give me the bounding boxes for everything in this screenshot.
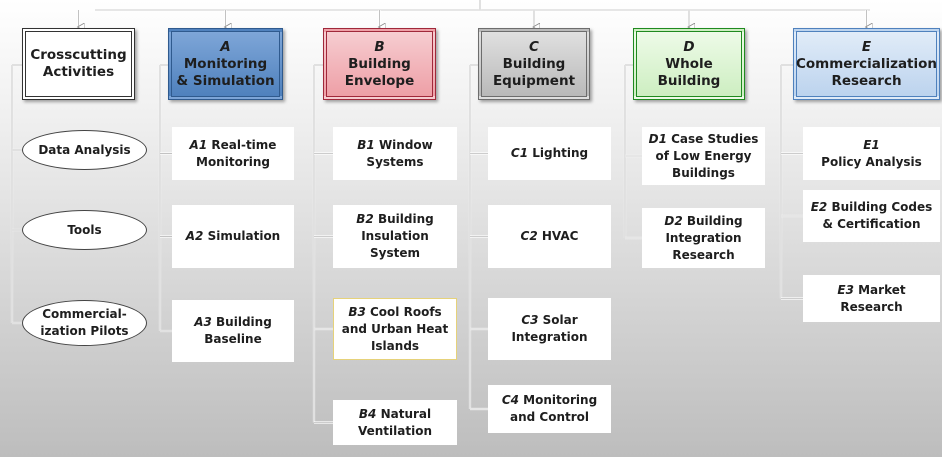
topic-box: A3 Building Baseline [172,300,294,362]
item-code: A3 [194,315,212,329]
item-text: Tools [67,222,102,237]
header-code: B [374,38,385,55]
topic-box: C3 Solar Integration [488,298,611,360]
item-text: Building Insulation System [361,212,434,260]
header-code: E [861,38,872,55]
column-header: C Building Equipment [478,28,590,100]
item-code: B1 [357,137,375,152]
item-text: Market Research [840,282,906,314]
activity-ellipse: Data Analysis [22,130,147,170]
header-title: Commercialization Research [795,55,938,89]
activity-ellipse: Commercial-ization Pilots [22,300,147,346]
item-code: A1 [189,137,208,152]
header-title: Whole Building [657,55,721,89]
item-code: B4 [358,406,377,421]
topic-box: D2 Building Integration Research [642,208,765,268]
item-code: E1 [863,137,880,152]
header-title: Building Envelope [344,55,415,89]
item-code: A2 [185,229,204,243]
item-text: Natural Ventilation [357,406,432,438]
topic-box: B4 Natural Ventilation [333,400,457,445]
header-title: Building Equipment [492,55,576,89]
item-code: C1 [510,146,529,160]
topic-box: E1 Policy Analysis [803,127,940,180]
item-text: Cool Roofs and Urban Heat Islands [341,304,449,353]
item-text: Building Codes & Certification [822,200,933,231]
item-code: E3 [837,282,854,297]
item-text: Simulation [207,229,281,243]
item-code: D2 [664,213,683,228]
item-text: Policy Analysis [821,154,922,169]
item-text: Lighting [532,146,589,160]
item-code: C3 [521,313,539,327]
topic-box: E3 Market Research [803,275,940,322]
topic-box: D1 Case Studies of Low Energy Buildings [642,127,765,185]
topic-box: B1 Window Systems [333,127,457,180]
item-code: D1 [648,131,667,146]
item-text: Commercial-ization Pilots [40,307,129,338]
topic-box: C2 HVAC [488,205,611,268]
header-code: A [220,38,231,55]
item-code: B3 [348,304,366,319]
item-text: Window Systems [366,137,433,169]
topic-box: C1 Lighting [488,127,611,180]
column-header: E Commercialization Research [793,28,940,100]
column-header: D Whole Building [633,28,745,100]
item-text: Case Studies of Low Energy Buildings [655,131,759,180]
topic-box: A2 Simulation [172,205,294,268]
item-text: Monitoring and Control [509,393,598,424]
item-code: C4 [501,393,519,407]
header-code: D [683,38,695,55]
topic-box: E2 Building Codes & Certification [803,190,940,242]
topic-box: A1 Real-time Monitoring [172,127,294,180]
item-text: Building Baseline [204,315,272,346]
topic-box: B2 Building Insulation System [333,205,457,268]
item-text: Building Integration Research [665,213,743,262]
item-code: B2 [356,212,374,226]
header-code: C [529,38,539,55]
header-title: Monitoring & Simulation [176,55,275,89]
item-text: Data Analysis [38,142,131,157]
topic-box: C4 Monitoring and Control [488,385,611,433]
column-header: B Building Envelope [323,28,436,100]
topic-box: B3 Cool Roofs and Urban Heat Islands [333,298,457,360]
column-header: A Monitoring & Simulation [168,28,283,100]
header-title: Crosscutting Activities [30,47,127,80]
item-code: E2 [810,200,828,214]
item-text: Real-time Monitoring [196,137,277,169]
item-text: Solar Integration [511,313,588,344]
item-code: C2 [520,229,538,243]
item-text: HVAC [541,229,579,243]
activity-ellipse: Tools [22,210,147,250]
column-header: Crosscutting Activities [22,28,135,100]
